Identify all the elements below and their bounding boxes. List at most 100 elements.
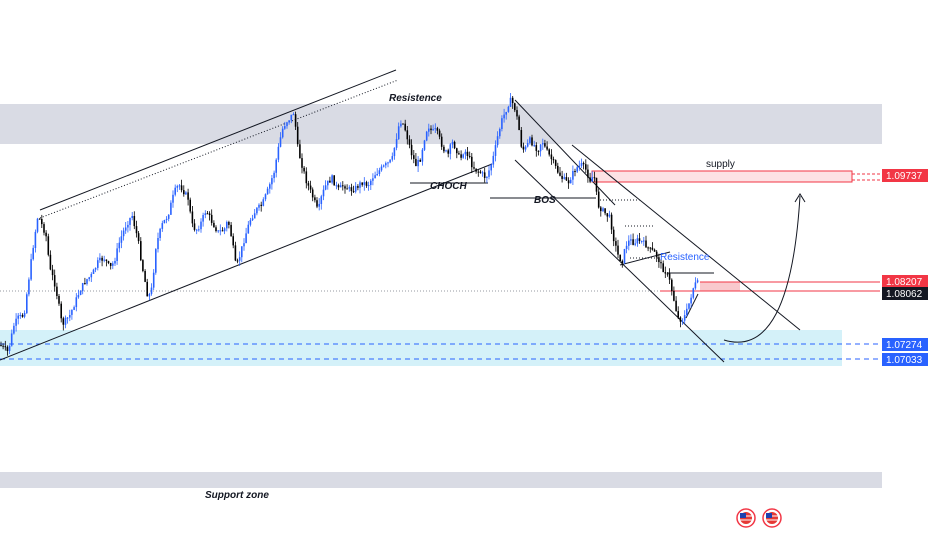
- candle-body: [204, 213, 207, 215]
- candle-body: [73, 307, 75, 310]
- candle-body: [60, 303, 62, 319]
- candle-body: [187, 192, 189, 200]
- candle-body: [378, 170, 381, 174]
- candle-body: [496, 136, 499, 146]
- candle-body: [350, 187, 353, 192]
- svg-text:1.08207: 1.08207: [886, 277, 923, 288]
- candle-body: [539, 144, 542, 152]
- candle-body: [185, 192, 187, 195]
- candle-body: [563, 177, 566, 179]
- candle-body: [303, 167, 305, 172]
- candle-body: [41, 219, 43, 225]
- candle-body: [688, 303, 690, 309]
- candle-body: [421, 149, 424, 162]
- candle-body: [348, 187, 351, 189]
- candle-body: [228, 222, 230, 225]
- candle-body: [88, 277, 90, 280]
- candle-body: [266, 188, 269, 195]
- candle-body: [593, 177, 596, 179]
- candle-body: [417, 160, 419, 167]
- channel-lower-line: [0, 163, 493, 361]
- svg-text:1.07274: 1.07274: [886, 340, 923, 351]
- candle-body: [140, 241, 142, 261]
- candle-body: [580, 163, 583, 166]
- candle-body: [260, 204, 262, 206]
- candle-body: [36, 218, 39, 232]
- candle-body: [247, 224, 250, 234]
- candle-body: [137, 233, 140, 242]
- candle-body: [333, 175, 335, 186]
- candle-body: [21, 315, 24, 317]
- candle-body: [101, 257, 103, 261]
- candle-body: [51, 269, 54, 276]
- candle-body: [38, 218, 41, 220]
- candle-body: [131, 216, 133, 218]
- candle-body: [668, 273, 671, 280]
- candle-body: [447, 150, 449, 154]
- candle-body: [284, 126, 286, 129]
- candle-body: [453, 141, 456, 149]
- candle-body: [604, 208, 606, 214]
- candle-body: [43, 224, 45, 233]
- candle-body: [423, 140, 426, 150]
- support-zone-label: Support zone: [205, 490, 269, 501]
- candle-body: [488, 170, 490, 177]
- price-tag-108207: 1.08207: [882, 275, 928, 288]
- candle-body: [486, 176, 488, 178]
- candle-body: [643, 240, 645, 242]
- us-flag-icon[interactable]: [736, 508, 756, 528]
- candle-body: [45, 232, 47, 237]
- candle-body: [406, 130, 409, 140]
- candle-body: [507, 106, 510, 112]
- candle-body: [77, 295, 80, 298]
- candle-body: [155, 249, 157, 273]
- candle-body: [354, 186, 357, 192]
- candle-body: [554, 160, 557, 166]
- candle-body: [305, 171, 308, 184]
- candle-body: [208, 213, 211, 215]
- candle-body: [509, 97, 512, 107]
- candle-body: [410, 144, 413, 156]
- candle-body: [361, 182, 363, 185]
- candle-body: [664, 272, 667, 274]
- candle-body: [290, 114, 293, 121]
- candle-body: [47, 236, 50, 255]
- candle-body: [477, 171, 480, 173]
- candle-body: [236, 260, 239, 262]
- candle-body: [462, 154, 464, 158]
- candle-body: [167, 214, 170, 219]
- candle-body: [273, 172, 275, 179]
- candle-body: [112, 263, 114, 266]
- candle-body: [275, 159, 277, 173]
- candle-body: [490, 164, 492, 171]
- us-flag-icon[interactable]: [762, 508, 782, 528]
- candle-body: [180, 185, 183, 191]
- candle-body: [286, 122, 288, 127]
- candle-body: [602, 208, 604, 212]
- candle-body: [307, 183, 310, 186]
- projection-curve: [723, 195, 801, 343]
- candle-body: [97, 260, 99, 268]
- candle-body: [518, 116, 520, 130]
- candle-body: [127, 224, 129, 228]
- candle-body: [230, 224, 232, 237]
- candle-body: [324, 185, 327, 190]
- candle-body: [6, 347, 9, 351]
- candle-body: [445, 150, 447, 152]
- candle-body: [402, 123, 404, 125]
- candle-body: [645, 240, 647, 248]
- candle-body: [30, 259, 32, 280]
- candle-body: [529, 137, 531, 144]
- candle-body: [232, 236, 234, 246]
- candle-body: [292, 114, 295, 116]
- desc-channel-mid: [514, 99, 616, 206]
- candle-body: [380, 166, 383, 171]
- candle-body: [550, 154, 553, 160]
- candle-body: [243, 243, 245, 247]
- candle-body: [262, 199, 265, 206]
- candle-body: [499, 129, 501, 137]
- candle-body: [395, 139, 398, 148]
- candle-body: [374, 175, 376, 179]
